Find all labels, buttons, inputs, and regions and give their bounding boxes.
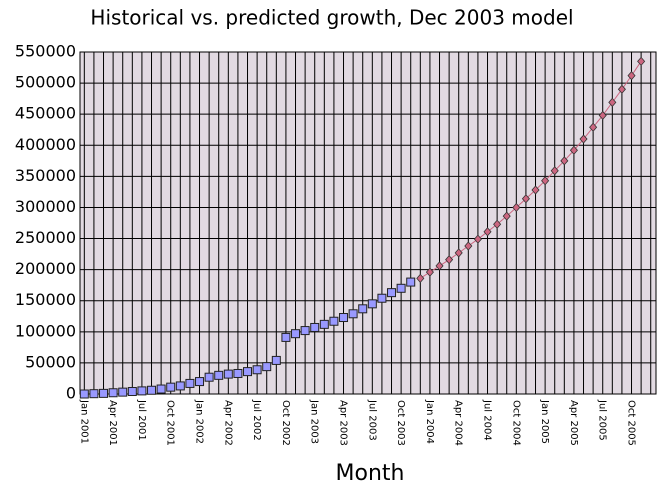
data-marker — [377, 293, 387, 303]
y-tick-label: 100000 — [15, 321, 76, 340]
data-marker — [252, 365, 262, 375]
x-tick-label: Jul 2003 — [366, 399, 377, 441]
data-marker — [310, 322, 320, 332]
data-marker — [79, 389, 89, 399]
data-marker — [550, 166, 559, 176]
data-marker — [608, 97, 617, 107]
data-marker — [89, 389, 99, 399]
data-marker — [598, 110, 607, 121]
data-marker — [137, 386, 147, 396]
data-marker — [108, 388, 118, 398]
x-tick-label: Apr 2002 — [222, 400, 233, 446]
x-tick-label: Jan 2005 — [539, 399, 550, 444]
y-tick-label: 200000 — [15, 259, 76, 278]
data-marker — [617, 84, 626, 94]
data-marker — [271, 355, 281, 365]
x-tick-label: Apr 2004 — [453, 400, 464, 446]
data-marker — [483, 227, 492, 237]
x-tick-label: Oct 2004 — [510, 400, 521, 446]
x-tick-label: Jul 2001 — [136, 399, 147, 441]
data-marker — [541, 176, 550, 186]
data-marker — [387, 288, 397, 298]
data-marker — [637, 56, 646, 66]
data-marker — [281, 332, 291, 342]
data-marker — [118, 387, 128, 397]
x-tick-label: Jul 2002 — [251, 399, 262, 441]
data-marker — [233, 368, 243, 378]
data-marker — [156, 384, 166, 394]
x-tick-label: Jul 2005 — [597, 399, 608, 441]
x-tick-label: Apr 2001 — [107, 400, 118, 446]
data-marker — [166, 382, 176, 392]
data-marker — [445, 255, 454, 265]
data-marker — [223, 369, 233, 379]
y-tick-label: 450000 — [15, 104, 76, 123]
y-tick-label: 50000 — [25, 352, 76, 371]
data-marker — [416, 273, 425, 283]
data-marker — [358, 304, 368, 314]
y-tick-label: 0 — [66, 384, 76, 403]
x-tick-label: Apr 2003 — [338, 400, 349, 446]
data-marker — [175, 381, 185, 391]
chart-title: Historical vs. predicted growth, Dec 200… — [90, 6, 573, 30]
data-marker — [493, 219, 502, 229]
data-marker — [435, 261, 444, 271]
data-marker — [319, 319, 329, 329]
x-tick-label: Jan 2004 — [424, 399, 435, 444]
data-marker — [367, 299, 377, 309]
x-tick-label: Apr 2005 — [568, 400, 579, 446]
data-marker — [204, 372, 214, 382]
y-tick-label: 400000 — [15, 135, 76, 154]
data-marker — [300, 326, 310, 336]
data-marker — [454, 248, 463, 258]
x-tick-label: Oct 2002 — [280, 400, 291, 446]
data-marker — [339, 313, 349, 323]
y-tick-label: 350000 — [15, 166, 76, 185]
data-marker — [569, 145, 578, 155]
data-marker — [195, 377, 205, 387]
data-marker — [627, 71, 636, 81]
data-marker — [502, 211, 511, 221]
x-tick-label: Jan 2003 — [309, 399, 320, 444]
data-marker — [406, 277, 416, 287]
data-marker — [348, 309, 358, 319]
data-marker — [127, 387, 137, 397]
data-marker — [560, 156, 569, 166]
x-tick-label: Jul 2004 — [482, 399, 493, 441]
x-tick-label: Oct 2005 — [626, 400, 637, 446]
x-axis-title: Month — [336, 461, 405, 486]
y-tick-label: 250000 — [15, 228, 76, 247]
data-marker — [243, 367, 253, 377]
data-marker — [262, 362, 272, 372]
data-marker — [464, 241, 473, 251]
y-tick-label: 150000 — [15, 290, 76, 309]
data-marker — [291, 329, 301, 339]
plot-area — [80, 52, 656, 394]
x-tick-label: Oct 2001 — [165, 400, 176, 446]
data-marker — [531, 185, 540, 195]
y-tick-label: 300000 — [15, 197, 76, 216]
data-marker — [512, 202, 521, 213]
x-tick-label: Jan 2002 — [194, 399, 205, 444]
data-marker — [99, 388, 109, 398]
data-marker — [185, 378, 195, 388]
data-marker — [473, 234, 482, 244]
data-marker — [396, 283, 406, 293]
y-tick-label: 500000 — [15, 73, 76, 92]
data-marker — [329, 316, 339, 326]
data-marker — [147, 385, 157, 395]
x-tick-label: Oct 2003 — [395, 400, 406, 446]
data-marker — [425, 267, 434, 277]
data-marker — [214, 370, 224, 380]
x-tick-label: Jan 2001 — [78, 399, 89, 444]
data-marker — [589, 122, 598, 132]
data-marker — [521, 194, 530, 204]
data-marker — [579, 134, 588, 144]
y-tick-label: 550000 — [15, 42, 76, 61]
plot-border — [79, 51, 657, 395]
